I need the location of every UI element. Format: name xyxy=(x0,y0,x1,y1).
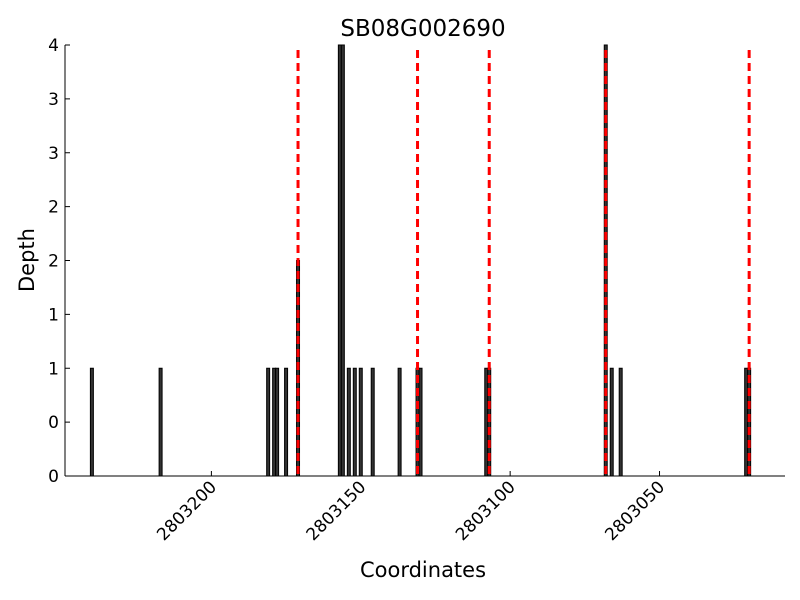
y-axis-label: Depth xyxy=(15,228,39,292)
bar xyxy=(352,367,357,477)
y-tick-label: 3 xyxy=(48,144,59,164)
bar xyxy=(284,367,289,477)
y-tick-label: 3 xyxy=(48,90,59,110)
y-tick-label: 1 xyxy=(48,305,59,325)
y-tick-label: 0 xyxy=(48,413,59,433)
bar xyxy=(340,44,345,477)
bar xyxy=(275,367,280,477)
y-tick-label: 2 xyxy=(48,252,59,272)
bar xyxy=(370,367,375,477)
bar xyxy=(266,367,271,477)
x-tick-label: 2803200 xyxy=(153,477,221,545)
x-axis-label: Coordinates xyxy=(360,558,486,582)
x-tick-label: 2803150 xyxy=(303,477,371,545)
bar xyxy=(397,367,402,477)
bar xyxy=(158,367,163,477)
y-tick-label: 2 xyxy=(48,198,59,218)
bar xyxy=(346,367,351,477)
y-tick-label: 0 xyxy=(48,467,59,487)
bar xyxy=(609,367,614,477)
bar xyxy=(89,367,94,477)
x-tick-label: 2803050 xyxy=(601,477,669,545)
bar xyxy=(358,367,363,477)
y-tick-label: 1 xyxy=(48,359,59,379)
x-tick-label: 2803100 xyxy=(452,477,520,545)
bar xyxy=(618,367,623,477)
bar xyxy=(418,367,423,477)
y-tick-label: 4 xyxy=(48,36,59,56)
chart-title: SB08G002690 xyxy=(340,16,505,42)
